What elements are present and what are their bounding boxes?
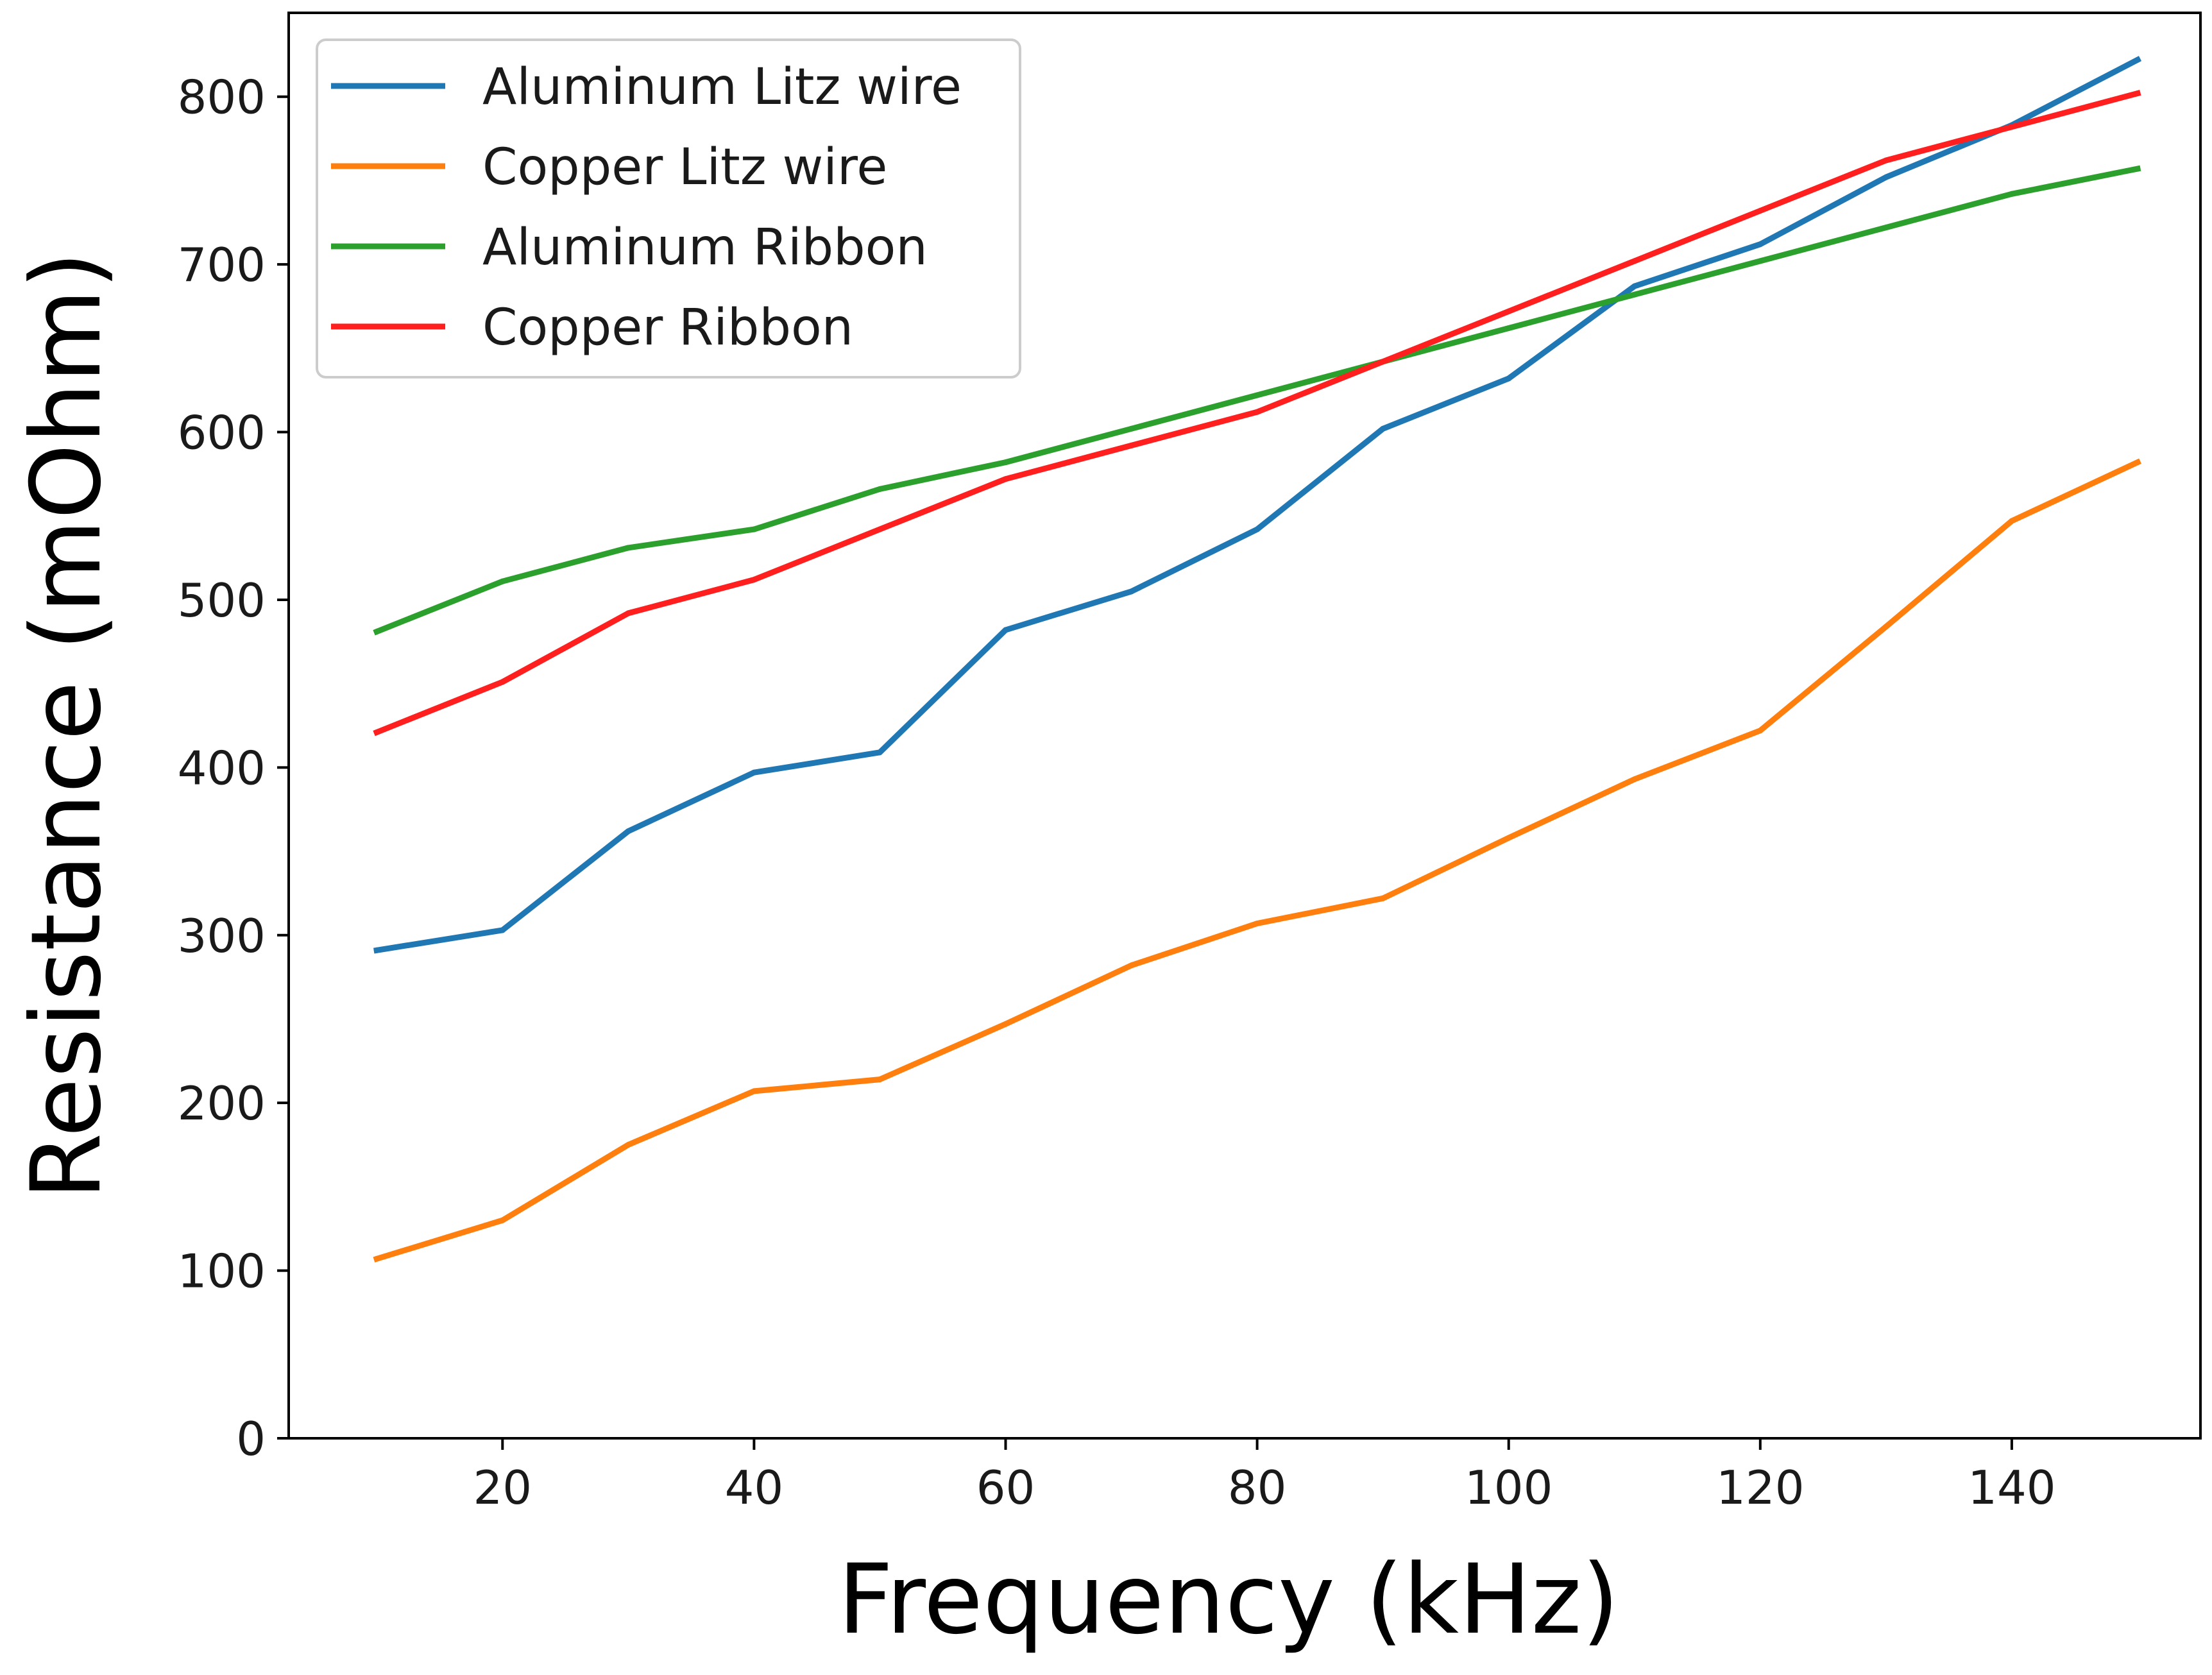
data-point bbox=[2009, 124, 2015, 130]
data-point bbox=[625, 1142, 631, 1148]
legend-label-1: Aluminum Litz wire bbox=[482, 58, 962, 116]
x-tick-label: 40 bbox=[725, 1461, 784, 1515]
data-point bbox=[373, 1255, 380, 1262]
data-point bbox=[1003, 1021, 1008, 1027]
data-point bbox=[1380, 359, 1386, 365]
legend-label-2: Copper Litz wire bbox=[482, 139, 887, 196]
data-point bbox=[2009, 191, 2015, 197]
legend: Aluminum Litz wire Copper Litz wire Alumin… bbox=[316, 38, 1021, 378]
y-tick-label: 400 bbox=[178, 741, 266, 795]
data-point bbox=[1003, 627, 1008, 633]
data-point bbox=[2134, 459, 2141, 466]
data-point bbox=[1631, 283, 1638, 289]
data-point bbox=[373, 729, 380, 735]
data-point bbox=[373, 629, 380, 635]
data-point bbox=[2134, 56, 2141, 63]
data-point bbox=[625, 545, 631, 551]
legend-box bbox=[316, 38, 1021, 378]
y-tick-label: 500 bbox=[178, 574, 266, 627]
x-axis-title: Frequency (kHz) bbox=[838, 1544, 1619, 1656]
data-point bbox=[1631, 776, 1638, 783]
y-tick-label: 100 bbox=[178, 1245, 266, 1298]
data-point bbox=[1380, 425, 1386, 432]
data-point bbox=[751, 769, 757, 776]
data-point bbox=[625, 828, 631, 835]
y-axis-title: Resistance (mOhm) bbox=[11, 251, 123, 1200]
legend-label-4: Copper Ribbon bbox=[482, 299, 853, 357]
data-point bbox=[1128, 962, 1135, 969]
y-tick-label: 200 bbox=[178, 1076, 266, 1130]
data-point bbox=[1757, 258, 1764, 264]
legend-label-3: Aluminum Ribbon bbox=[482, 219, 928, 276]
data-point bbox=[1128, 588, 1135, 595]
y-tick-label: 300 bbox=[178, 909, 266, 963]
data-point bbox=[1128, 442, 1135, 448]
x-tick-label: 80 bbox=[1228, 1461, 1287, 1515]
data-point bbox=[499, 679, 506, 685]
data-point bbox=[1003, 476, 1008, 482]
data-point bbox=[751, 526, 757, 532]
x-tick-label: 140 bbox=[1968, 1461, 2055, 1515]
data-point bbox=[751, 577, 757, 583]
data-point bbox=[1254, 392, 1261, 398]
data-point bbox=[1883, 624, 1889, 630]
data-point bbox=[876, 749, 883, 756]
data-point bbox=[373, 947, 380, 953]
data-point bbox=[1757, 241, 1764, 248]
data-point bbox=[1003, 459, 1008, 466]
data-point bbox=[625, 610, 631, 616]
data-point bbox=[1883, 174, 1889, 180]
data-point bbox=[876, 1076, 883, 1083]
data-point bbox=[1506, 308, 1512, 314]
data-point bbox=[1254, 526, 1261, 532]
data-point bbox=[499, 1217, 506, 1223]
data-point bbox=[1757, 208, 1764, 214]
series-layer bbox=[373, 56, 2142, 1263]
x-tick-label: 20 bbox=[473, 1461, 532, 1515]
x-tick-label: 120 bbox=[1716, 1461, 1804, 1515]
y-axis-ticks: 0 100 200 300 400 500 600 700 800 bbox=[178, 71, 289, 1466]
data-point bbox=[1254, 409, 1261, 415]
data-point bbox=[1128, 425, 1135, 432]
data-point bbox=[1506, 835, 1512, 841]
x-axis-ticks: 20 40 60 80 100 120 140 bbox=[473, 1438, 2056, 1515]
data-point bbox=[876, 486, 883, 492]
data-point bbox=[1506, 375, 1512, 382]
data-point bbox=[876, 526, 883, 532]
data-point bbox=[1631, 258, 1638, 264]
y-tick-label: 600 bbox=[178, 406, 266, 460]
data-point bbox=[1883, 157, 1889, 164]
data-point bbox=[499, 578, 506, 584]
y-tick-label: 700 bbox=[178, 238, 266, 292]
data-point bbox=[751, 1088, 757, 1094]
data-point bbox=[1506, 325, 1512, 331]
data-point bbox=[499, 927, 506, 933]
data-point bbox=[1380, 895, 1386, 901]
data-point bbox=[2134, 166, 2141, 172]
y-tick-label: 800 bbox=[178, 71, 266, 124]
plot-frame bbox=[287, 12, 2202, 1440]
data-point bbox=[1757, 727, 1764, 734]
data-point bbox=[1883, 225, 1889, 231]
data-point bbox=[2009, 518, 2015, 524]
x-tick-label: 60 bbox=[976, 1461, 1035, 1515]
x-tick-label: 100 bbox=[1465, 1461, 1553, 1515]
data-point bbox=[1254, 921, 1261, 926]
data-point bbox=[1631, 291, 1638, 298]
y-tick-label: 0 bbox=[236, 1412, 266, 1466]
data-point bbox=[2134, 90, 2141, 96]
